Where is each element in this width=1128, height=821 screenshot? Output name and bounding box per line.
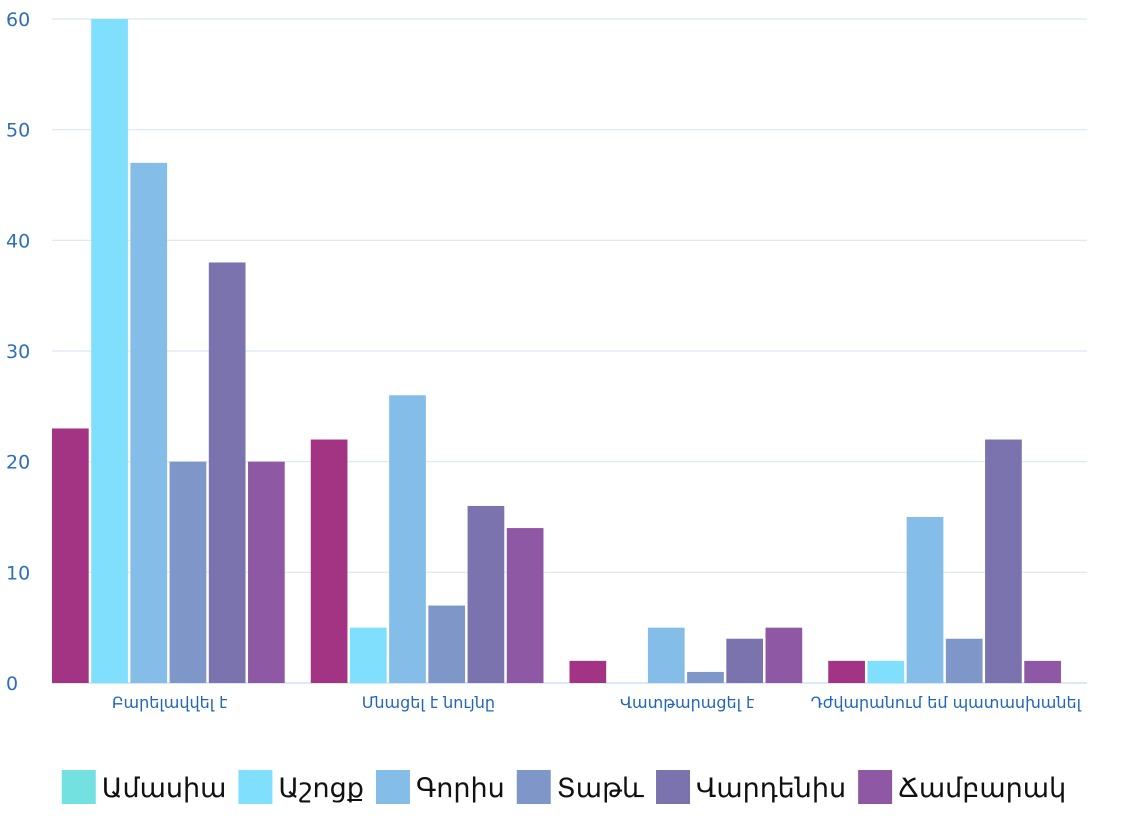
bar [945,638,983,683]
legend-swatch [375,770,410,804]
y-tick-label: 0 [6,673,18,695]
bar [687,671,724,683]
legend: Ամասիա Աշոցք Գորիս Տաթև Վարդենիս Ճամբարակ [61,770,1066,804]
bar [506,528,544,683]
y-tick-label: 10 [6,562,30,584]
x-tick-label: Վատթարացել է [620,693,754,712]
bar [647,627,685,683]
legend-label: Գորիս [416,773,505,804]
legend-swatch [516,770,551,804]
bar [169,461,207,683]
bar [985,439,1022,683]
axis-layer: 0 10 20 30 40 50 60 Բարելավվել է Մնացել է նույնը… [6,9,1082,712]
legend-item: Ամասիա [61,770,227,804]
legend-swatch [61,770,96,804]
bar [467,505,505,683]
bar [765,627,803,683]
legend-item: Վարդենիս [656,770,846,804]
x-tick-label: Մնացել է նույնը [362,693,495,712]
bar [310,439,348,683]
y-tick-label: 40 [6,230,30,252]
legend-label: Աշոցք [278,773,364,804]
legend-item: Տաթև [516,770,644,804]
y-tick-label: 30 [6,341,30,363]
legend-swatch [858,770,893,804]
bar [569,660,607,683]
legend-item: Գորիս [375,770,505,804]
x-tick-label: Բարելավվել է [112,693,228,712]
x-tick-label: Դժվարանում եմ պատասխանել [811,693,1082,712]
bar [130,162,168,683]
legend-swatch [238,770,273,804]
legend-swatch [656,770,691,804]
legend-item: Աշոցք [238,770,364,804]
bar [1024,660,1061,683]
bar [906,517,944,683]
bar [91,19,128,683]
y-tick-label: 20 [6,452,30,474]
legend-label: Տաթև [557,773,644,804]
y-tick-label: 60 [6,9,30,31]
bar [389,395,426,683]
legend-label: Ճամբարակ [898,773,1066,804]
legend-label: Ամասիա [102,773,227,804]
bar [828,660,865,683]
y-tick-label: 50 [6,120,30,142]
bar [248,461,285,683]
bars-layer [52,19,1061,683]
legend-item: Ճամբարակ [858,770,1066,804]
bar [428,605,466,683]
bar [208,262,246,683]
legend-label: Վարդենիս [696,773,846,804]
bar [52,428,89,683]
bar [726,638,764,683]
bar [349,627,387,683]
bar [867,660,905,683]
